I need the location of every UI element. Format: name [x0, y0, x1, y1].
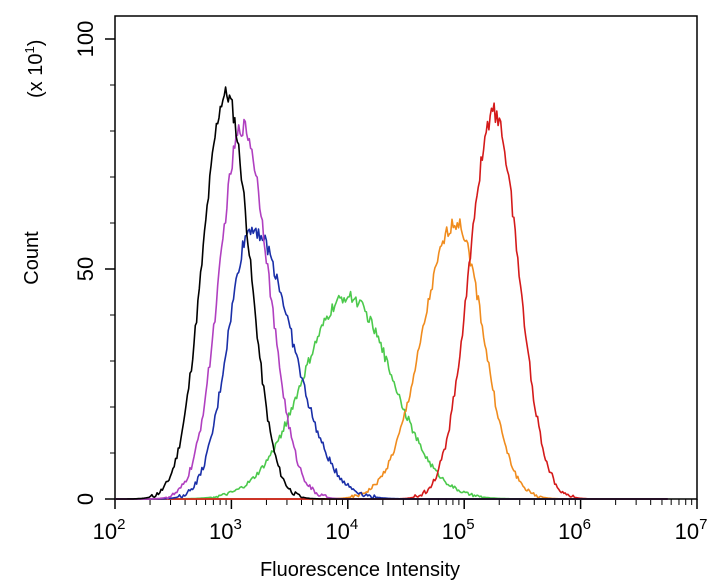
x-tick-exponent: 7 — [699, 516, 707, 533]
y-multiplier-text: (x 10 — [25, 54, 47, 98]
x-axis-title: Fluorescence Intensity — [260, 559, 460, 581]
x-tick-exponent: 5 — [466, 516, 474, 533]
y-axis-title: Count — [21, 231, 43, 285]
x-tick-label: 106 — [558, 516, 591, 544]
x-tick-base: 10 — [93, 519, 117, 544]
y-tick-label: 50 — [73, 257, 98, 281]
y-tick-label: 100 — [73, 21, 98, 58]
series-line — [115, 218, 668, 500]
y-multiplier-close: ) — [25, 40, 47, 47]
x-tick-exponent: 3 — [233, 516, 241, 533]
x-tick-label: 102 — [93, 516, 126, 544]
series-layer — [115, 86, 668, 500]
x-tick-base: 10 — [442, 519, 466, 544]
y-multiplier-exponent: 1 — [22, 46, 37, 53]
x-tick-exponent: 4 — [350, 516, 358, 533]
y-multiplier-label: (x 101) — [22, 40, 47, 98]
x-axis: 102 103 104 105 106 107 — [93, 499, 708, 544]
x-tick-base: 10 — [209, 519, 233, 544]
x-tick-base: 10 — [675, 519, 699, 544]
x-tick-exponent: 6 — [583, 516, 591, 533]
x-tick-label: 104 — [325, 516, 358, 544]
x-tick-base: 10 — [558, 519, 582, 544]
x-tick-exponent: 2 — [117, 516, 125, 533]
y-tick-label: 0 — [73, 493, 98, 505]
x-tick-label: 107 — [675, 516, 708, 544]
y-axis: 0 50 100 — [73, 21, 115, 505]
series-line — [115, 290, 668, 500]
series-line — [115, 226, 668, 500]
x-tick-base: 10 — [325, 519, 349, 544]
x-tick-label: 105 — [442, 516, 475, 544]
series-line — [115, 86, 668, 500]
x-tick-label: 103 — [209, 516, 242, 544]
